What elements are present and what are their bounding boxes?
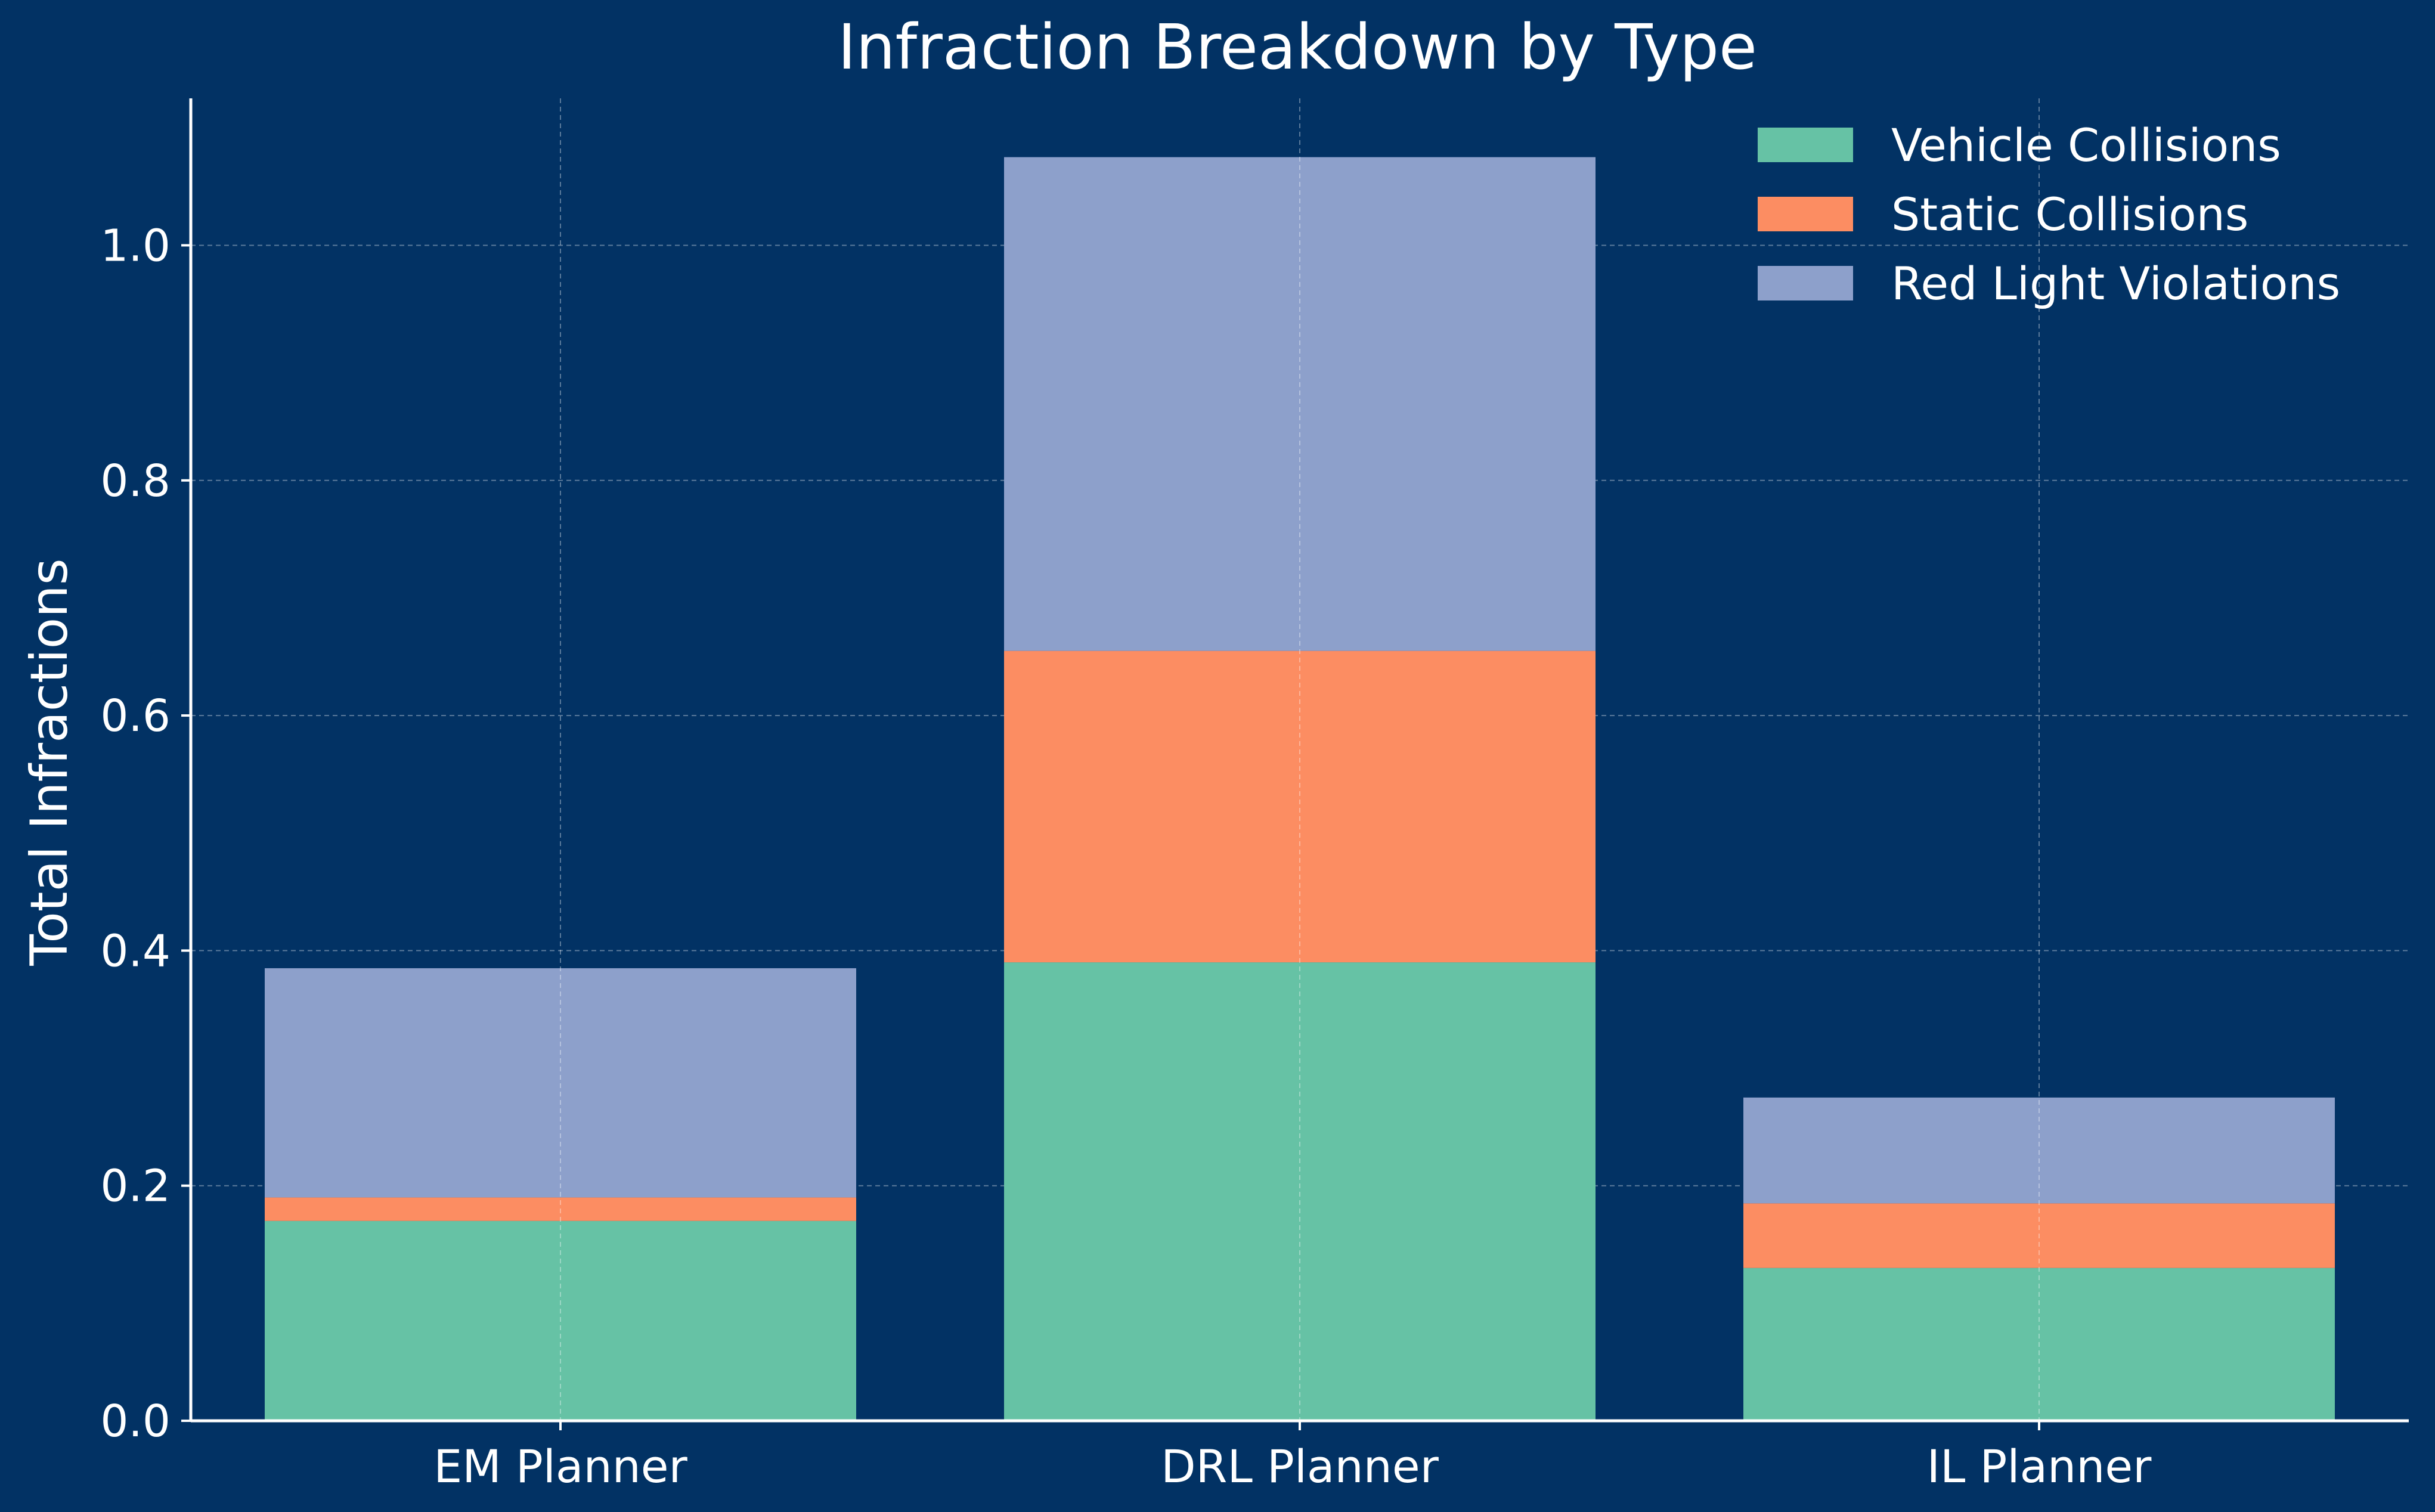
y-tick-label: 0.2 xyxy=(100,1161,171,1212)
bar-red-light-violations-drl-planner xyxy=(1004,157,1596,651)
legend-swatch xyxy=(1758,266,1853,300)
legend-label: Red Light Violations xyxy=(1891,257,2340,310)
bars-layer xyxy=(265,157,2335,1421)
legend-label: Static Collisions xyxy=(1891,188,2248,241)
y-tick-label: 0.0 xyxy=(100,1396,171,1447)
bar-vehicle-collisions-em-planner xyxy=(265,1220,856,1421)
legend-label: Vehicle Collisions xyxy=(1891,119,2281,172)
bar-red-light-violations-em-planner xyxy=(265,968,856,1198)
bar-static-collisions-drl-planner xyxy=(1004,650,1596,963)
bar-static-collisions-il-planner xyxy=(1743,1203,2335,1268)
x-tick-label: IL Planner xyxy=(1927,1440,2152,1493)
bar-static-collisions-em-planner xyxy=(265,1197,856,1221)
bar-red-light-violations-il-planner xyxy=(1743,1097,2335,1204)
legend: Vehicle Collisions Static Collisions Red L… xyxy=(1758,119,2340,310)
chart-title: Infraction Breakdown by Type xyxy=(838,11,1757,83)
y-tick-label: 1.0 xyxy=(100,220,171,271)
x-tick-label: DRL Planner xyxy=(1161,1440,1439,1493)
bar-vehicle-collisions-il-planner xyxy=(1743,1268,2335,1421)
y-tick-label: 0.6 xyxy=(100,690,171,742)
y-tick-label: 0.4 xyxy=(100,925,171,977)
legend-swatch xyxy=(1758,128,1853,162)
legend-swatch xyxy=(1758,197,1853,231)
bar-vehicle-collisions-drl-planner xyxy=(1004,962,1596,1421)
y-axis-label: Total Infractions xyxy=(20,558,79,966)
x-tick-label: EM Planner xyxy=(433,1440,687,1493)
ticks-layer: 0.0 0.2 0.4 0.6 0.8 1.0 EM Planner DRL Planner I… xyxy=(100,220,2152,1493)
y-tick-label: 0.8 xyxy=(100,456,171,507)
